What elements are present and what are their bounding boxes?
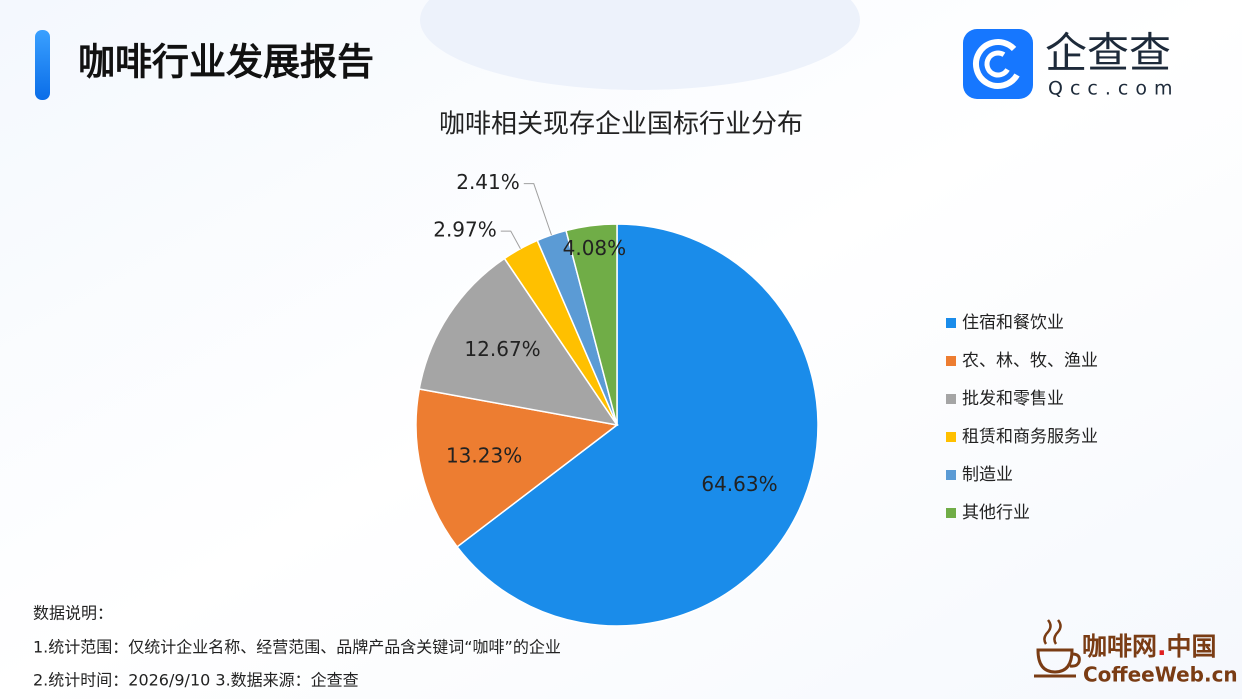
- title-bar: [35, 30, 50, 100]
- legend-swatch: [946, 432, 956, 442]
- legend-label: 租赁和商务服务业: [962, 427, 1098, 447]
- legend-swatch: [946, 318, 956, 328]
- pie-slice: [565, 223, 618, 426]
- pie: 64.63% 13.23% 12.67% 2.97% 2.41% 4.08%: [415, 170, 819, 627]
- leader-line: [523, 183, 552, 236]
- logo-ring: [973, 39, 1023, 89]
- page-title: 咖啡行业发展报告: [78, 41, 374, 84]
- legend-label: 农、林、牧、渔业: [962, 351, 1098, 371]
- data-label: 4.08%: [563, 236, 627, 260]
- brand-cup: [1036, 648, 1081, 674]
- data-label: 13.23%: [446, 443, 522, 467]
- legend-label: 制造业: [962, 465, 1013, 485]
- legend-label: 批发和零售业: [962, 389, 1064, 409]
- legend-swatch: [946, 470, 956, 480]
- legend-swatch: [946, 508, 956, 518]
- decor: [420, 0, 860, 90]
- data-label: 2.41%: [456, 170, 520, 194]
- brand: 咖啡网.中国 CoffeeWeb.cn: [1034, 619, 1238, 687]
- brand-name: 咖啡网.中国: [1082, 632, 1217, 661]
- logo-name: 企查查: [1045, 29, 1171, 78]
- legend-swatch: [946, 356, 956, 366]
- pie-slice: [418, 257, 619, 427]
- logo-url: Qcc.com: [1048, 78, 1179, 100]
- notes-heading: 数据说明：: [33, 604, 113, 623]
- brand-name-right: 中国: [1167, 632, 1217, 661]
- legend-label: 其他行业: [962, 503, 1030, 523]
- legend-label: 住宿和餐饮业: [962, 313, 1064, 333]
- brand-url: CoffeeWeb.cn: [1083, 663, 1238, 687]
- brand-steam: [1043, 619, 1062, 645]
- data-label: 12.67%: [464, 337, 540, 361]
- legend-swatch: [946, 394, 956, 404]
- pie-slice: [415, 388, 619, 548]
- pie-slice: [456, 223, 819, 627]
- leader-line: [500, 230, 521, 249]
- data-label: 64.63%: [701, 472, 777, 496]
- logo: 企查查 Qcc.com: [963, 29, 1179, 100]
- brand-dot: .: [1157, 632, 1167, 661]
- chart-title: 咖啡相关现存企业国标行业分布: [439, 110, 803, 140]
- data-label: 2.97%: [433, 218, 497, 242]
- brand-name-left: 咖啡网: [1082, 632, 1157, 661]
- notes-line: 1.统计范围：仅统计企业名称、经营范围、品牌产品含关键词“咖啡”的企业: [33, 638, 561, 657]
- notes-line: 2.统计时间：2026/9/10 3.数据来源：企查查: [33, 671, 359, 690]
